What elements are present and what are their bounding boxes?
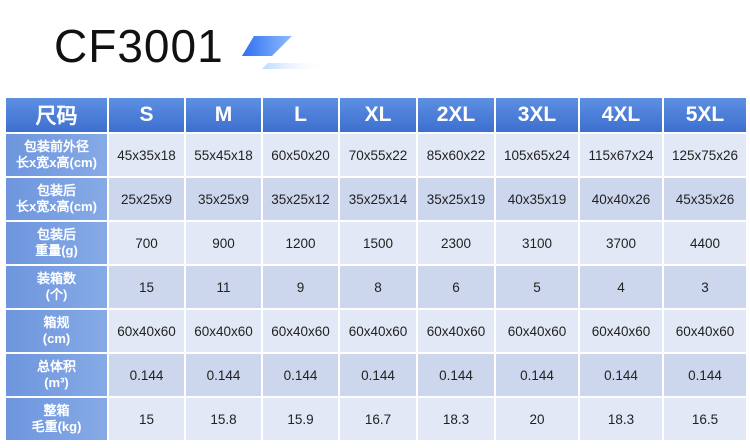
table-cell: 60x40x60 [263, 310, 338, 352]
table-cell: 60x50x20 [263, 134, 338, 176]
table-cell: 40x35x19 [496, 178, 578, 220]
table-row: 箱规 (cm) 60x40x60 60x40x60 60x40x60 60x40x… [6, 310, 746, 352]
table-cell: 60x40x60 [109, 310, 184, 352]
table-row: 总体积 (m³) 0.144 0.144 0.144 0.144 0.144 0.… [6, 354, 746, 396]
table-cell: 18.3 [580, 398, 662, 440]
table-cell: 35x25x14 [340, 178, 416, 220]
row-label: 整箱 毛重(kg) [6, 398, 107, 440]
table-cell: 0.144 [340, 354, 416, 396]
row-label: 总体积 (m³) [6, 354, 107, 396]
table-cell: 3 [664, 266, 746, 308]
size-header-xl: XL [340, 98, 416, 132]
table-cell: 115x67x24 [580, 134, 662, 176]
size-header-m: M [186, 98, 261, 132]
table-cell: 0.144 [418, 354, 494, 396]
size-header-2xl: 2XL [418, 98, 494, 132]
table-cell: 1500 [340, 222, 416, 264]
table-cell: 35x25x12 [263, 178, 338, 220]
table-cell: 105x65x24 [496, 134, 578, 176]
table-row: 装箱数 (个) 15 11 9 8 6 5 4 3 [6, 266, 746, 308]
table-cell: 15.9 [263, 398, 338, 440]
row-label: 箱规 (cm) [6, 310, 107, 352]
table-cell: 6 [418, 266, 494, 308]
size-header-4xl: 4XL [580, 98, 662, 132]
size-header-l: L [263, 98, 338, 132]
size-header-3xl: 3XL [496, 98, 578, 132]
table-cell: 125x75x26 [664, 134, 746, 176]
table-cell: 16.5 [664, 398, 746, 440]
size-header-s: S [109, 98, 184, 132]
size-header-5xl: 5XL [664, 98, 746, 132]
row-label: 包装前外径 长x宽x高(cm) [6, 134, 107, 176]
table-cell: 15 [109, 266, 184, 308]
row-label: 包装后 长x宽x高(cm) [6, 178, 107, 220]
table-cell: 60x40x60 [664, 310, 746, 352]
size-spec-table: 尺码 S M L XL 2XL 3XL 4XL 5XL 包装前外径 长x宽x高(c… [4, 96, 748, 442]
size-header-label: 尺码 [6, 98, 107, 132]
table-cell: 700 [109, 222, 184, 264]
table-cell: 0.144 [496, 354, 578, 396]
table-cell: 4400 [664, 222, 746, 264]
table-cell: 60x40x60 [496, 310, 578, 352]
table-cell: 3100 [496, 222, 578, 264]
row-label: 包装后 重量(g) [6, 222, 107, 264]
table-cell: 0.144 [263, 354, 338, 396]
table-cell: 35x25x9 [186, 178, 261, 220]
table-cell: 18.3 [418, 398, 494, 440]
table-cell: 0.144 [186, 354, 261, 396]
table-cell: 85x60x22 [418, 134, 494, 176]
table-cell: 15 [109, 398, 184, 440]
table-cell: 55x45x18 [186, 134, 261, 176]
table-cell: 70x55x22 [340, 134, 416, 176]
table-cell: 20 [496, 398, 578, 440]
table-row: 包装后 长x宽x高(cm) 25x25x9 35x25x9 35x25x12 35… [6, 178, 746, 220]
table-cell: 8 [340, 266, 416, 308]
table-cell: 0.144 [580, 354, 662, 396]
table-cell: 60x40x60 [186, 310, 261, 352]
table-cell: 35x25x19 [418, 178, 494, 220]
header-row: 尺码 S M L XL 2XL 3XL 4XL 5XL [6, 98, 746, 132]
table-cell: 40x40x26 [580, 178, 662, 220]
table-cell: 45x35x26 [664, 178, 746, 220]
table-cell: 11 [186, 266, 261, 308]
table-cell: 25x25x9 [109, 178, 184, 220]
table-row: 包装后 重量(g) 700 900 1200 1500 2300 3100 370… [6, 222, 746, 264]
accent-stripes-icon [242, 36, 326, 69]
table-cell: 5 [496, 266, 578, 308]
table-cell: 60x40x60 [418, 310, 494, 352]
table-cell: 3700 [580, 222, 662, 264]
table-row: 包装前外径 长x宽x高(cm) 45x35x18 55x45x18 60x50x2… [6, 134, 746, 176]
table-cell: 900 [186, 222, 261, 264]
row-label: 装箱数 (个) [6, 266, 107, 308]
table-row: 整箱 毛重(kg) 15 15.8 15.9 16.7 18.3 20 18.3 … [6, 398, 746, 440]
table-cell: 4 [580, 266, 662, 308]
table-cell: 15.8 [186, 398, 261, 440]
table-cell: 1200 [263, 222, 338, 264]
table-cell: 60x40x60 [340, 310, 416, 352]
table-cell: 60x40x60 [580, 310, 662, 352]
table-cell: 16.7 [340, 398, 416, 440]
product-title: CF3001 [54, 20, 224, 72]
table-cell: 0.144 [664, 354, 746, 396]
table-cell: 2300 [418, 222, 494, 264]
table-cell: 45x35x18 [109, 134, 184, 176]
table-cell: 9 [263, 266, 338, 308]
table-cell: 0.144 [109, 354, 184, 396]
